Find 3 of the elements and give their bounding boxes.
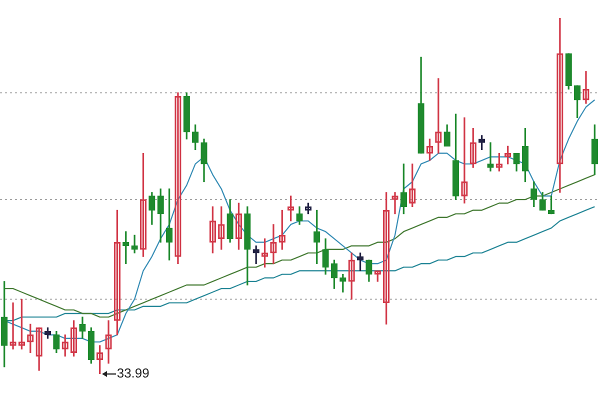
- candlestick: [487, 142, 494, 172]
- candlestick: [131, 234, 138, 254]
- annotation: 33.99: [116, 366, 150, 381]
